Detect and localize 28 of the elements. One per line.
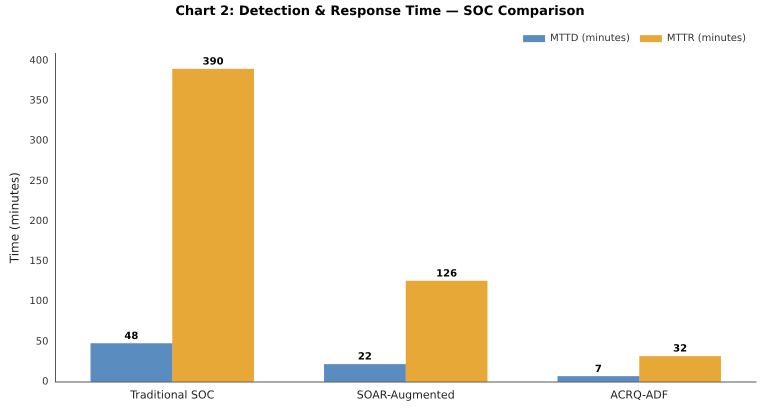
- y-tick-label: 200: [29, 216, 48, 227]
- data-label: 48: [124, 330, 138, 342]
- data-label: 32: [673, 344, 688, 355]
- legend-label: MTTD (minutes): [550, 33, 630, 44]
- y-tick-label: 0: [42, 376, 48, 388]
- y-tick-label: 150: [29, 256, 48, 268]
- y-tick-label: 350: [29, 96, 48, 107]
- x-tick-label: SOAR-Augmented: [356, 388, 455, 402]
- data-label: 22: [358, 352, 372, 363]
- bar: [406, 280, 488, 382]
- data-label: 390: [202, 56, 224, 68]
- bar: [639, 356, 721, 382]
- y-tick-label: 100: [29, 296, 48, 308]
- y-axis-title: Time (minutes): [7, 172, 22, 264]
- data-label: 7: [594, 364, 602, 375]
- legend-label: MTTR (minutes): [666, 33, 746, 44]
- data-label: 126: [436, 268, 458, 280]
- y-tick-label: 50: [36, 336, 48, 348]
- y-tick-label: 400: [29, 55, 48, 66]
- bar: [172, 68, 254, 382]
- x-tick-label: Traditional SOC: [129, 388, 215, 402]
- chart-title: Chart 2: Detection & Response Time — SOC Comparison: [175, 4, 585, 20]
- bar: [324, 364, 406, 382]
- bar: [558, 376, 640, 382]
- y-tick-label: 250: [29, 176, 48, 187]
- x-tick-label: ACRQ-ADF: [610, 388, 668, 402]
- y-tick-label: 300: [29, 136, 48, 147]
- bar: [90, 343, 172, 382]
